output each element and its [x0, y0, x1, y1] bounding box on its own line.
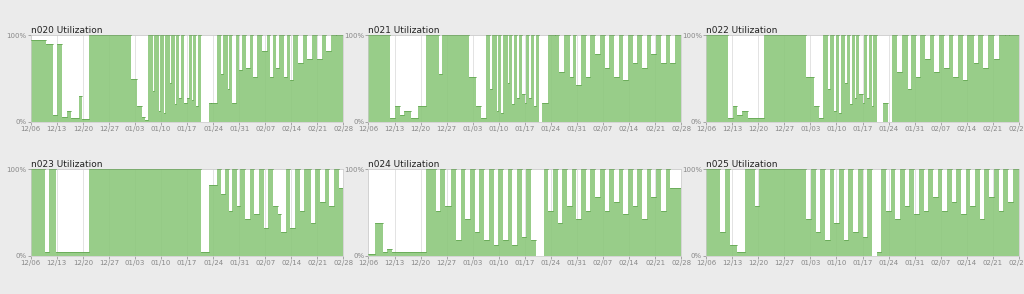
Text: n025 Utilization: n025 Utilization: [707, 160, 777, 168]
Text: n022 Utilization: n022 Utilization: [707, 26, 777, 34]
Text: n020 Utilization: n020 Utilization: [31, 26, 102, 34]
Text: n024 Utilization: n024 Utilization: [369, 160, 440, 168]
Text: n023 Utilization: n023 Utilization: [31, 160, 102, 168]
Text: n021 Utilization: n021 Utilization: [369, 26, 440, 34]
